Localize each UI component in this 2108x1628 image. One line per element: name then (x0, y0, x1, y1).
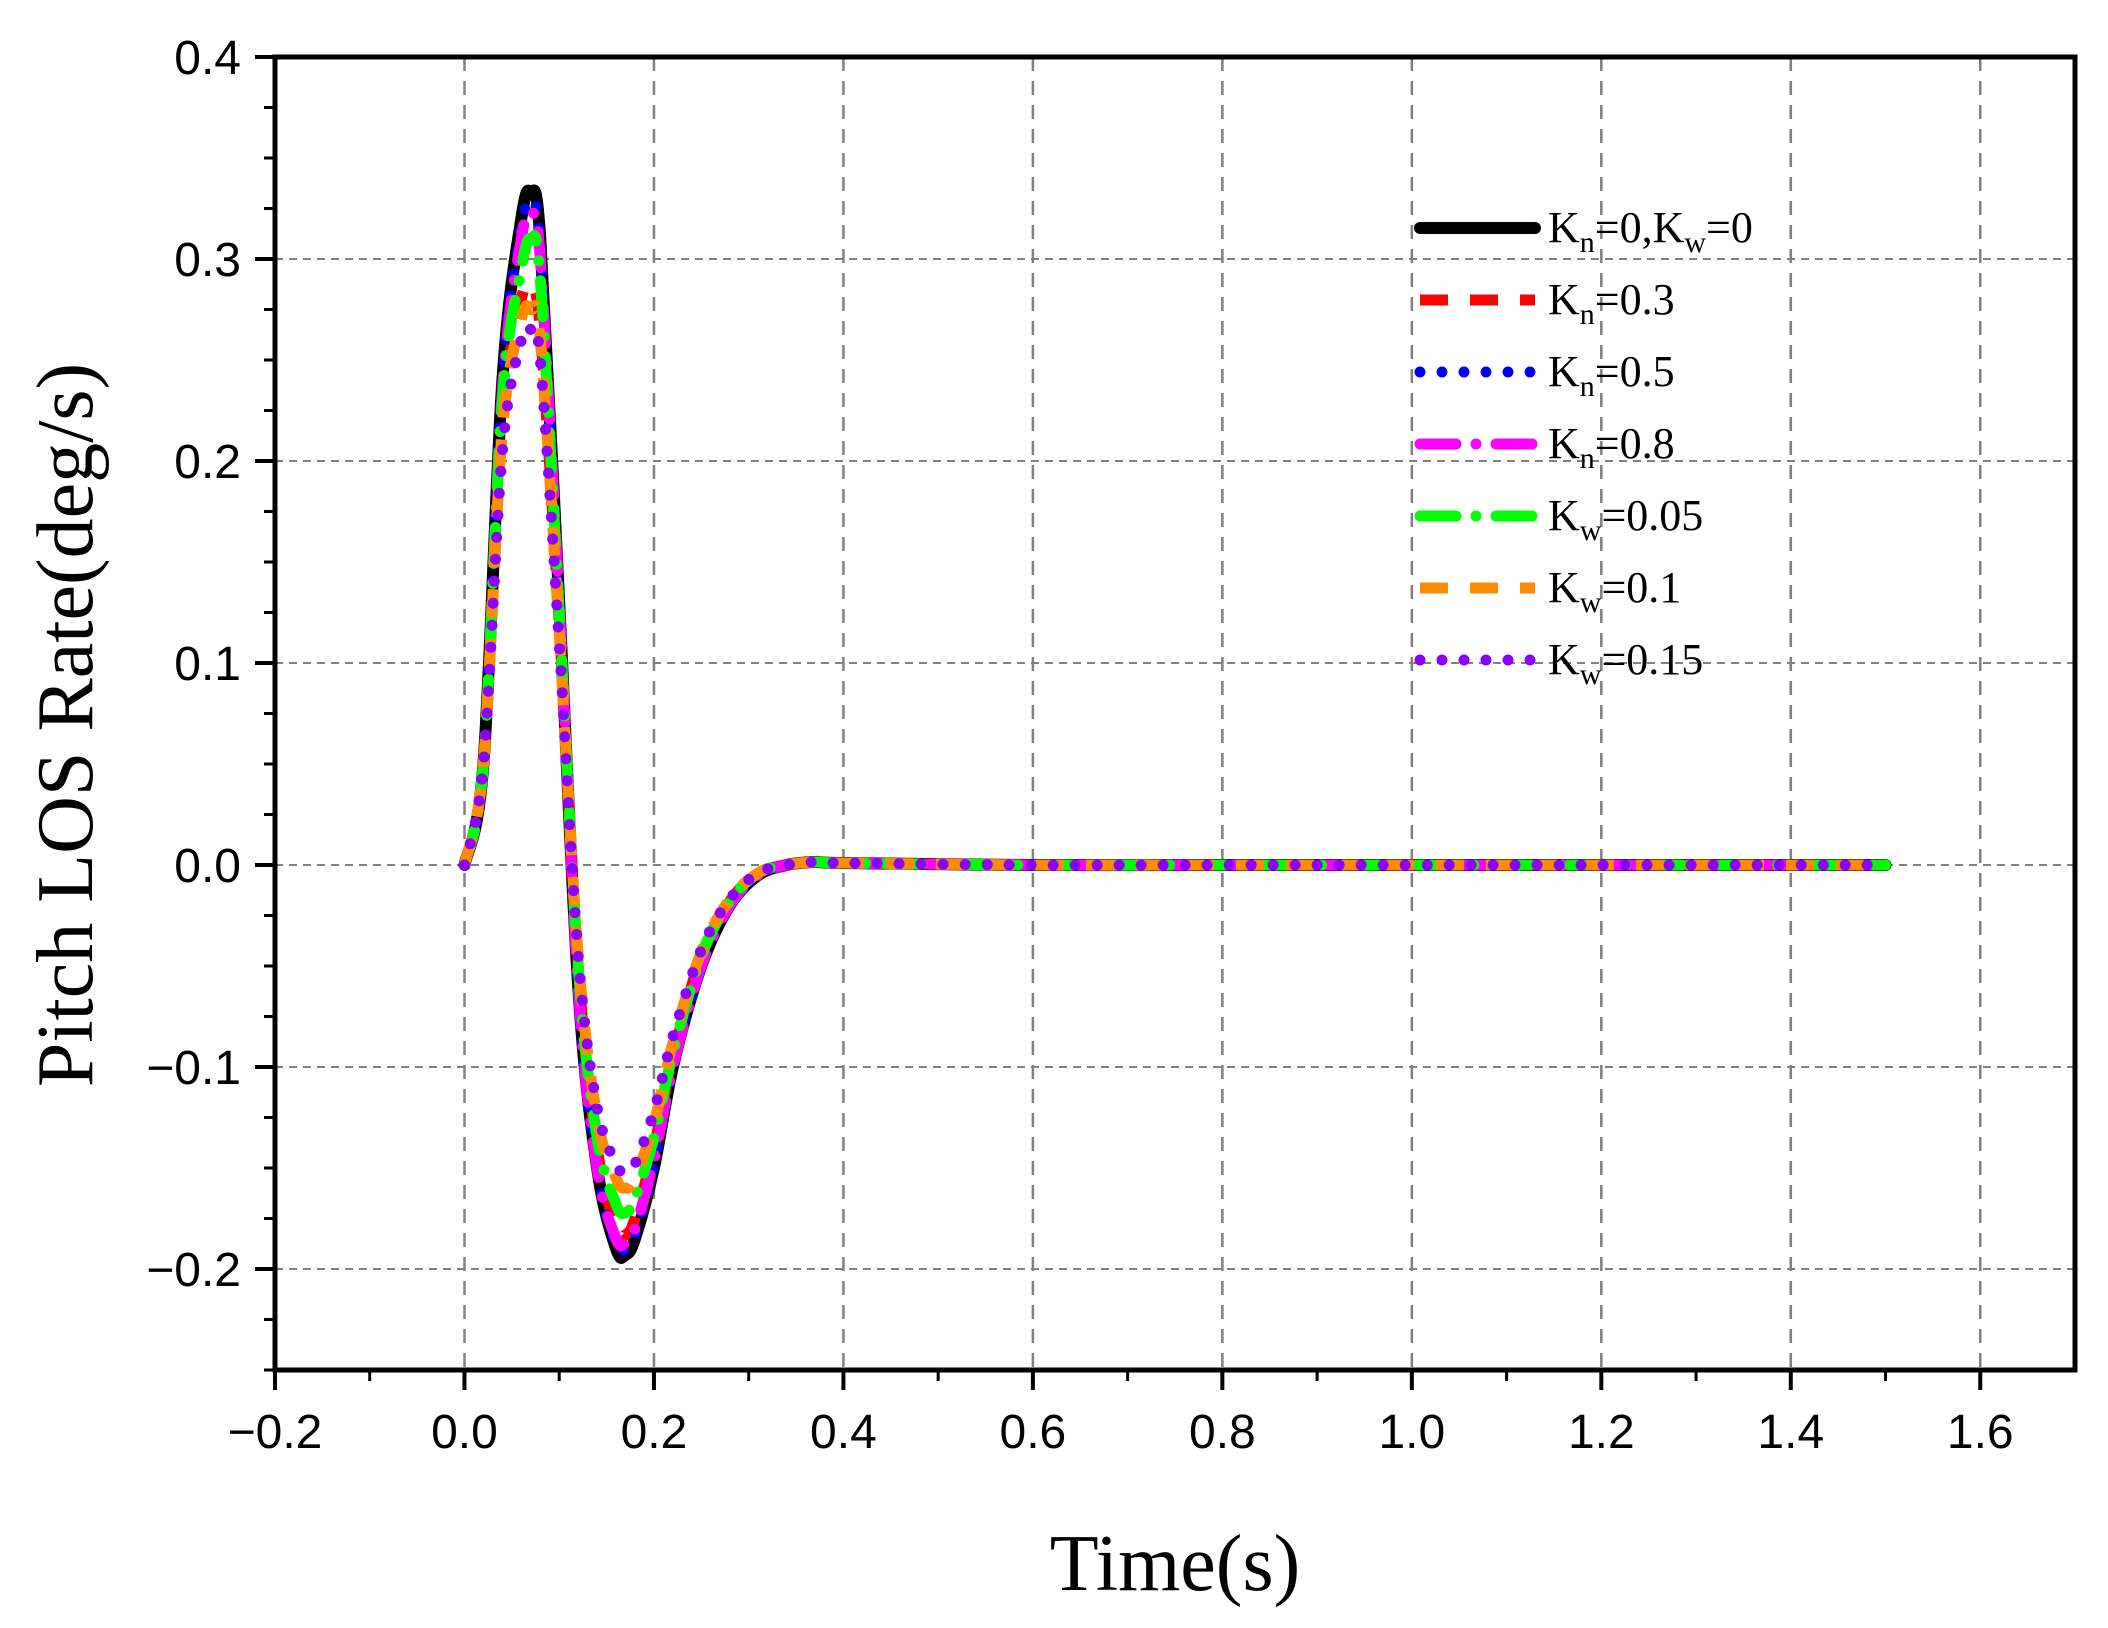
x-tick-labels: −0.2 0.0 0.2 0.4 0.6 0.8 1.0 1.2 1.4 1.6 (228, 1406, 2014, 1459)
y-axis-title: Pitch LOS Rate(deg/s) (22, 363, 110, 1087)
x-tick-label: 0.8 (1189, 1406, 1256, 1459)
y-tick-label: 0.2 (174, 436, 241, 489)
axis-ticks (255, 55, 1983, 1390)
y-tick-label: −0.2 (146, 1244, 241, 1297)
x-tick-label: 1.6 (1947, 1406, 2014, 1459)
y-tick-label: 0.0 (174, 840, 241, 893)
legend-label: Kn=0.8 (1548, 419, 1675, 475)
legend-label: Kw=0.15 (1548, 635, 1703, 691)
series-line-3 (459, 195, 1891, 1258)
x-axis-title: Time(s) (1050, 1520, 1300, 1608)
y-tick-labels: −0.2 −0.1 0.0 0.1 0.2 0.3 0.4 (146, 32, 241, 1297)
series-line-4 (459, 207, 1891, 1252)
x-tick-label: 0.6 (1000, 1406, 1067, 1459)
x-tick-label: −0.2 (228, 1406, 323, 1459)
legend: Kn=0,Kw=0 Kn=0.3 Kn=0.5 Kn=0.8 Kw=0.05 Kw=0.1… (1414, 203, 1753, 691)
legend-label: Kw=0.1 (1548, 563, 1681, 619)
y-tick-label: 0.1 (174, 638, 241, 691)
series-group (458, 184, 1892, 1264)
series-line-7 (459, 320, 1891, 1178)
y-tick-label: 0.4 (174, 32, 241, 85)
series-line-6 (459, 300, 1886, 1194)
y-tick-label: 0.3 (174, 234, 241, 287)
x-tick-label: 0.2 (621, 1406, 688, 1459)
legend-label: Kn=0.5 (1548, 347, 1675, 403)
x-tick-label: 1.4 (1757, 1406, 1824, 1459)
x-tick-label: 0.4 (810, 1406, 877, 1459)
x-tick-label: 0.0 (431, 1406, 498, 1459)
grid-lines (275, 57, 2075, 1370)
legend-label: Kw=0.05 (1548, 491, 1703, 547)
legend-label: Kn=0,Kw=0 (1548, 203, 1753, 259)
x-tick-label: 1.2 (1568, 1406, 1635, 1459)
y-tick-label: −0.1 (146, 1042, 241, 1095)
x-tick-label: 1.0 (1378, 1406, 1445, 1459)
legend-label: Kn=0.3 (1548, 275, 1675, 331)
